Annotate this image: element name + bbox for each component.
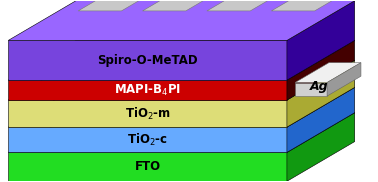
Text: MAPI-B$_4$PI: MAPI-B$_4$PI	[114, 83, 181, 98]
Polygon shape	[295, 63, 361, 82]
Polygon shape	[8, 113, 355, 152]
Polygon shape	[8, 127, 287, 152]
Text: TiO$_2$-m: TiO$_2$-m	[125, 106, 170, 122]
Polygon shape	[287, 40, 355, 100]
Polygon shape	[8, 60, 355, 100]
Polygon shape	[287, 1, 355, 80]
Polygon shape	[8, 40, 287, 80]
Polygon shape	[295, 82, 327, 96]
Polygon shape	[327, 63, 361, 96]
Polygon shape	[207, 0, 269, 11]
Polygon shape	[78, 0, 140, 11]
Text: Ag: Ag	[310, 80, 329, 93]
Polygon shape	[143, 0, 205, 11]
Polygon shape	[8, 40, 355, 80]
Polygon shape	[8, 87, 355, 127]
Polygon shape	[8, 100, 287, 127]
Polygon shape	[8, 152, 287, 181]
Polygon shape	[287, 60, 355, 127]
Text: Spiro-O-MeTAD: Spiro-O-MeTAD	[97, 54, 198, 67]
Polygon shape	[287, 87, 355, 152]
Polygon shape	[271, 0, 334, 11]
Polygon shape	[8, 1, 355, 40]
Text: FTO: FTO	[135, 160, 161, 173]
Polygon shape	[8, 80, 287, 100]
Text: TiO$_2$-c: TiO$_2$-c	[127, 132, 168, 148]
Polygon shape	[287, 113, 355, 181]
